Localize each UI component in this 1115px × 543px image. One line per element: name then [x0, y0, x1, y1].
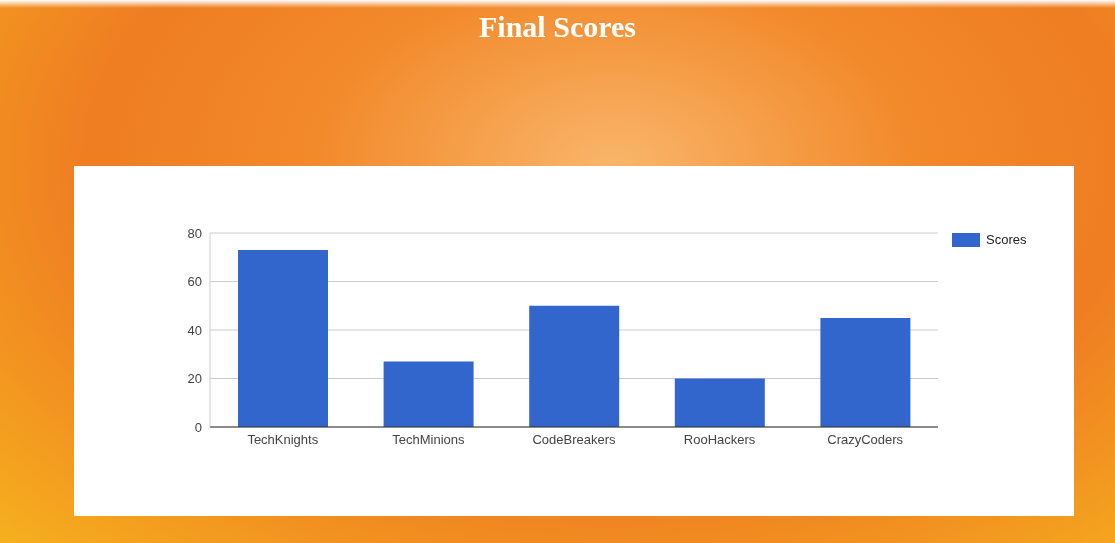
svg-text:20: 20: [188, 371, 202, 386]
svg-text:CodeBreakers: CodeBreakers: [532, 432, 616, 447]
svg-text:TechKnights: TechKnights: [247, 432, 318, 447]
svg-text:0: 0: [195, 420, 202, 435]
html-text:Scores: Scores: [986, 232, 1027, 247]
svg-text:60: 60: [188, 274, 202, 289]
svg-text:TechMinions: TechMinions: [392, 432, 465, 447]
svg-text:CrazyCoders: CrazyCoders: [827, 432, 903, 447]
svg-text:40: 40: [188, 323, 202, 338]
svg-text:80: 80: [188, 226, 202, 241]
svg-text:RooHackers: RooHackers: [684, 432, 756, 447]
html-text:Final Scores: Final Scores: [479, 10, 636, 43]
